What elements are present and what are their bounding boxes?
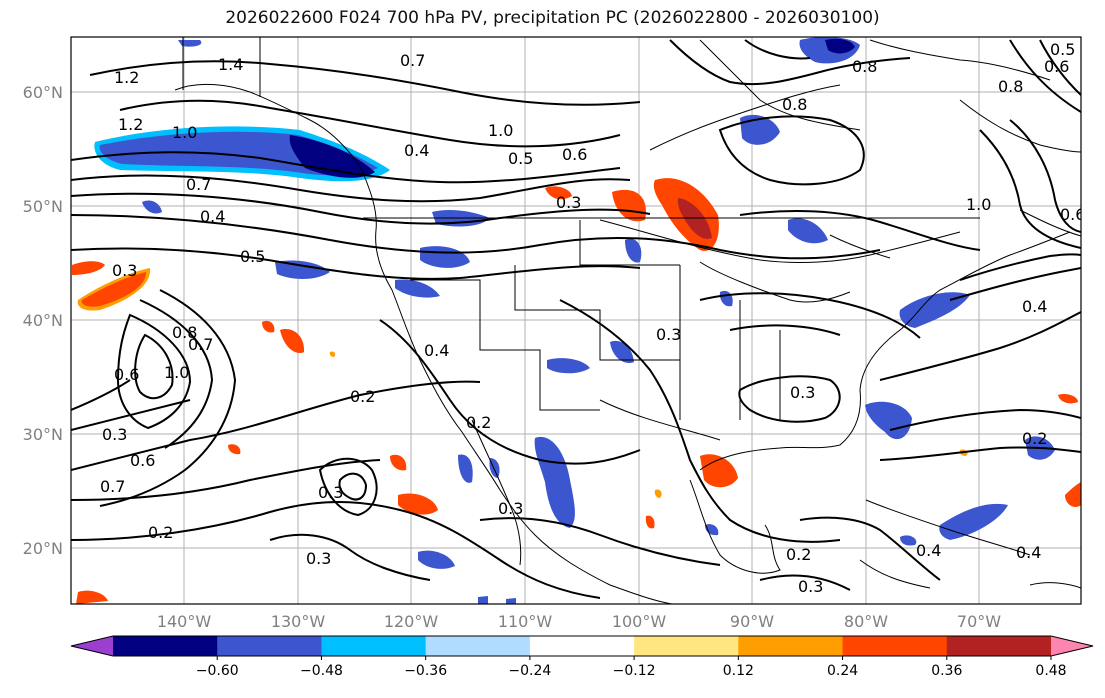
contour-label: 0.8 (172, 323, 197, 342)
pv-contours (71, 39, 1081, 599)
lon-label: 140°W (157, 612, 212, 631)
map-title: 2026022600 F024 700 hPa PV, precipitatio… (225, 8, 880, 28)
contour-label: 0.4 (404, 141, 429, 160)
contour-label: 1.0 (172, 123, 197, 142)
contour-label: 0.3 (306, 549, 331, 568)
colorbar-tick-label: 0.36 (931, 663, 962, 679)
colorbar-tick-label: −0.12 (613, 663, 656, 679)
lon-label: 120°W (384, 612, 439, 631)
precip-positive-shading (72, 178, 1081, 604)
contour-label: 0.6 (562, 145, 587, 164)
contour-label: 0.4 (1016, 543, 1041, 562)
colorbar-tick-label: −0.24 (508, 663, 551, 679)
colorbar-segment (946, 636, 1052, 656)
colorbar: −0.60 −0.48 −0.36 −0.24 −0.12 0.12 0.24 0.36 0.4… (70, 635, 1094, 679)
contour-label: 0.8 (998, 77, 1023, 96)
contour-label: 0.5 (508, 149, 533, 168)
colorbar-extend-min (71, 636, 113, 656)
contour-label: 0.3 (102, 425, 127, 444)
colorbar-tick-label: 0.24 (827, 663, 858, 679)
lat-label: 50°N (23, 197, 63, 216)
contour-label: 0.7 (188, 335, 213, 354)
contour-label: 1.0 (488, 121, 513, 140)
lon-label: 130°W (271, 612, 326, 631)
contour-label: 0.3 (556, 193, 581, 212)
contour-label: 0.2 (148, 523, 173, 542)
contour-label: 0.5 (1050, 40, 1075, 59)
lat-label: 30°N (23, 425, 63, 444)
colorbar-segment (217, 636, 322, 656)
lon-label: 110°W (498, 612, 553, 631)
colorbar-outline (70, 635, 1094, 657)
contour-label: 0.2 (1022, 429, 1047, 448)
colorbar-tick-label: −0.48 (300, 663, 343, 679)
contour-label: 0.2 (350, 387, 375, 406)
lon-label: 80°W (844, 612, 888, 631)
lon-label: 70°W (957, 612, 1001, 631)
lon-label: 100°W (612, 612, 667, 631)
colorbar-segment (842, 636, 948, 656)
contour-label: 0.8 (782, 95, 807, 114)
colorbar-tick-label: 0.48 (1035, 663, 1066, 679)
contour-label: 0.2 (786, 545, 811, 564)
latitude-labels: 60°N 50°N 40°N 30°N 20°N (23, 83, 63, 558)
colorbar-segment (529, 636, 635, 656)
lon-label: 90°W (730, 612, 774, 631)
lat-label: 20°N (23, 539, 63, 558)
contour-label: 0.6 (114, 365, 139, 384)
contour-label: 1.2 (118, 115, 143, 134)
contour-label: 0.6 (130, 451, 155, 470)
colorbar-tick-label: 0.12 (723, 663, 754, 679)
contour-label: 0.8 (852, 57, 877, 76)
contour-label: 0.6 (1060, 205, 1085, 224)
contour-label: 0.2 (466, 413, 491, 432)
colorbar-extend-max (1051, 636, 1093, 656)
colorbar-segment (634, 636, 739, 656)
lat-label: 60°N (23, 83, 63, 102)
contour-label: 1.2 (114, 68, 139, 87)
contour-label: 0.4 (916, 541, 941, 560)
contour-label: 0.4 (424, 341, 449, 360)
map-frame (70, 36, 1082, 605)
contour-label: 1.4 (218, 55, 243, 74)
colorbar-segment (425, 636, 531, 656)
contour-label: 0.7 (186, 175, 211, 194)
colorbar-segment (113, 636, 218, 656)
colorbar-tick-label: −0.36 (404, 663, 447, 679)
colorbar-segment (738, 636, 844, 656)
longitude-labels: 140°W 130°W 120°W 110°W 100°W 90°W 80°W … (157, 612, 1001, 631)
lat-label: 40°N (23, 311, 63, 330)
contour-label: 0.3 (498, 499, 523, 518)
contour-label: 1.0 (164, 363, 189, 382)
coastlines-borders (174, 37, 1081, 604)
contour-label: 1.0 (966, 195, 991, 214)
contour-labels: 1.2 1.4 0.7 1.2 1.0 0.7 0.4 0.4 1.0 0.5 … (100, 40, 1085, 596)
contour-label: 0.4 (1022, 297, 1047, 316)
contour-label: 0.7 (400, 51, 425, 70)
contour-label: 0.7 (100, 477, 125, 496)
contour-label: 0.3 (790, 383, 815, 402)
contour-label: 0.4 (200, 207, 225, 226)
contour-label: 0.3 (656, 325, 681, 344)
contour-label: 0.3 (112, 261, 137, 280)
colorbar-segment (321, 636, 427, 656)
colorbar-tick-label: −0.60 (196, 663, 239, 679)
contour-label: 0.6 (1044, 57, 1069, 76)
contour-label: 0.5 (240, 247, 265, 266)
contour-label: 0.3 (318, 483, 343, 502)
contour-label: 0.3 (798, 577, 823, 596)
